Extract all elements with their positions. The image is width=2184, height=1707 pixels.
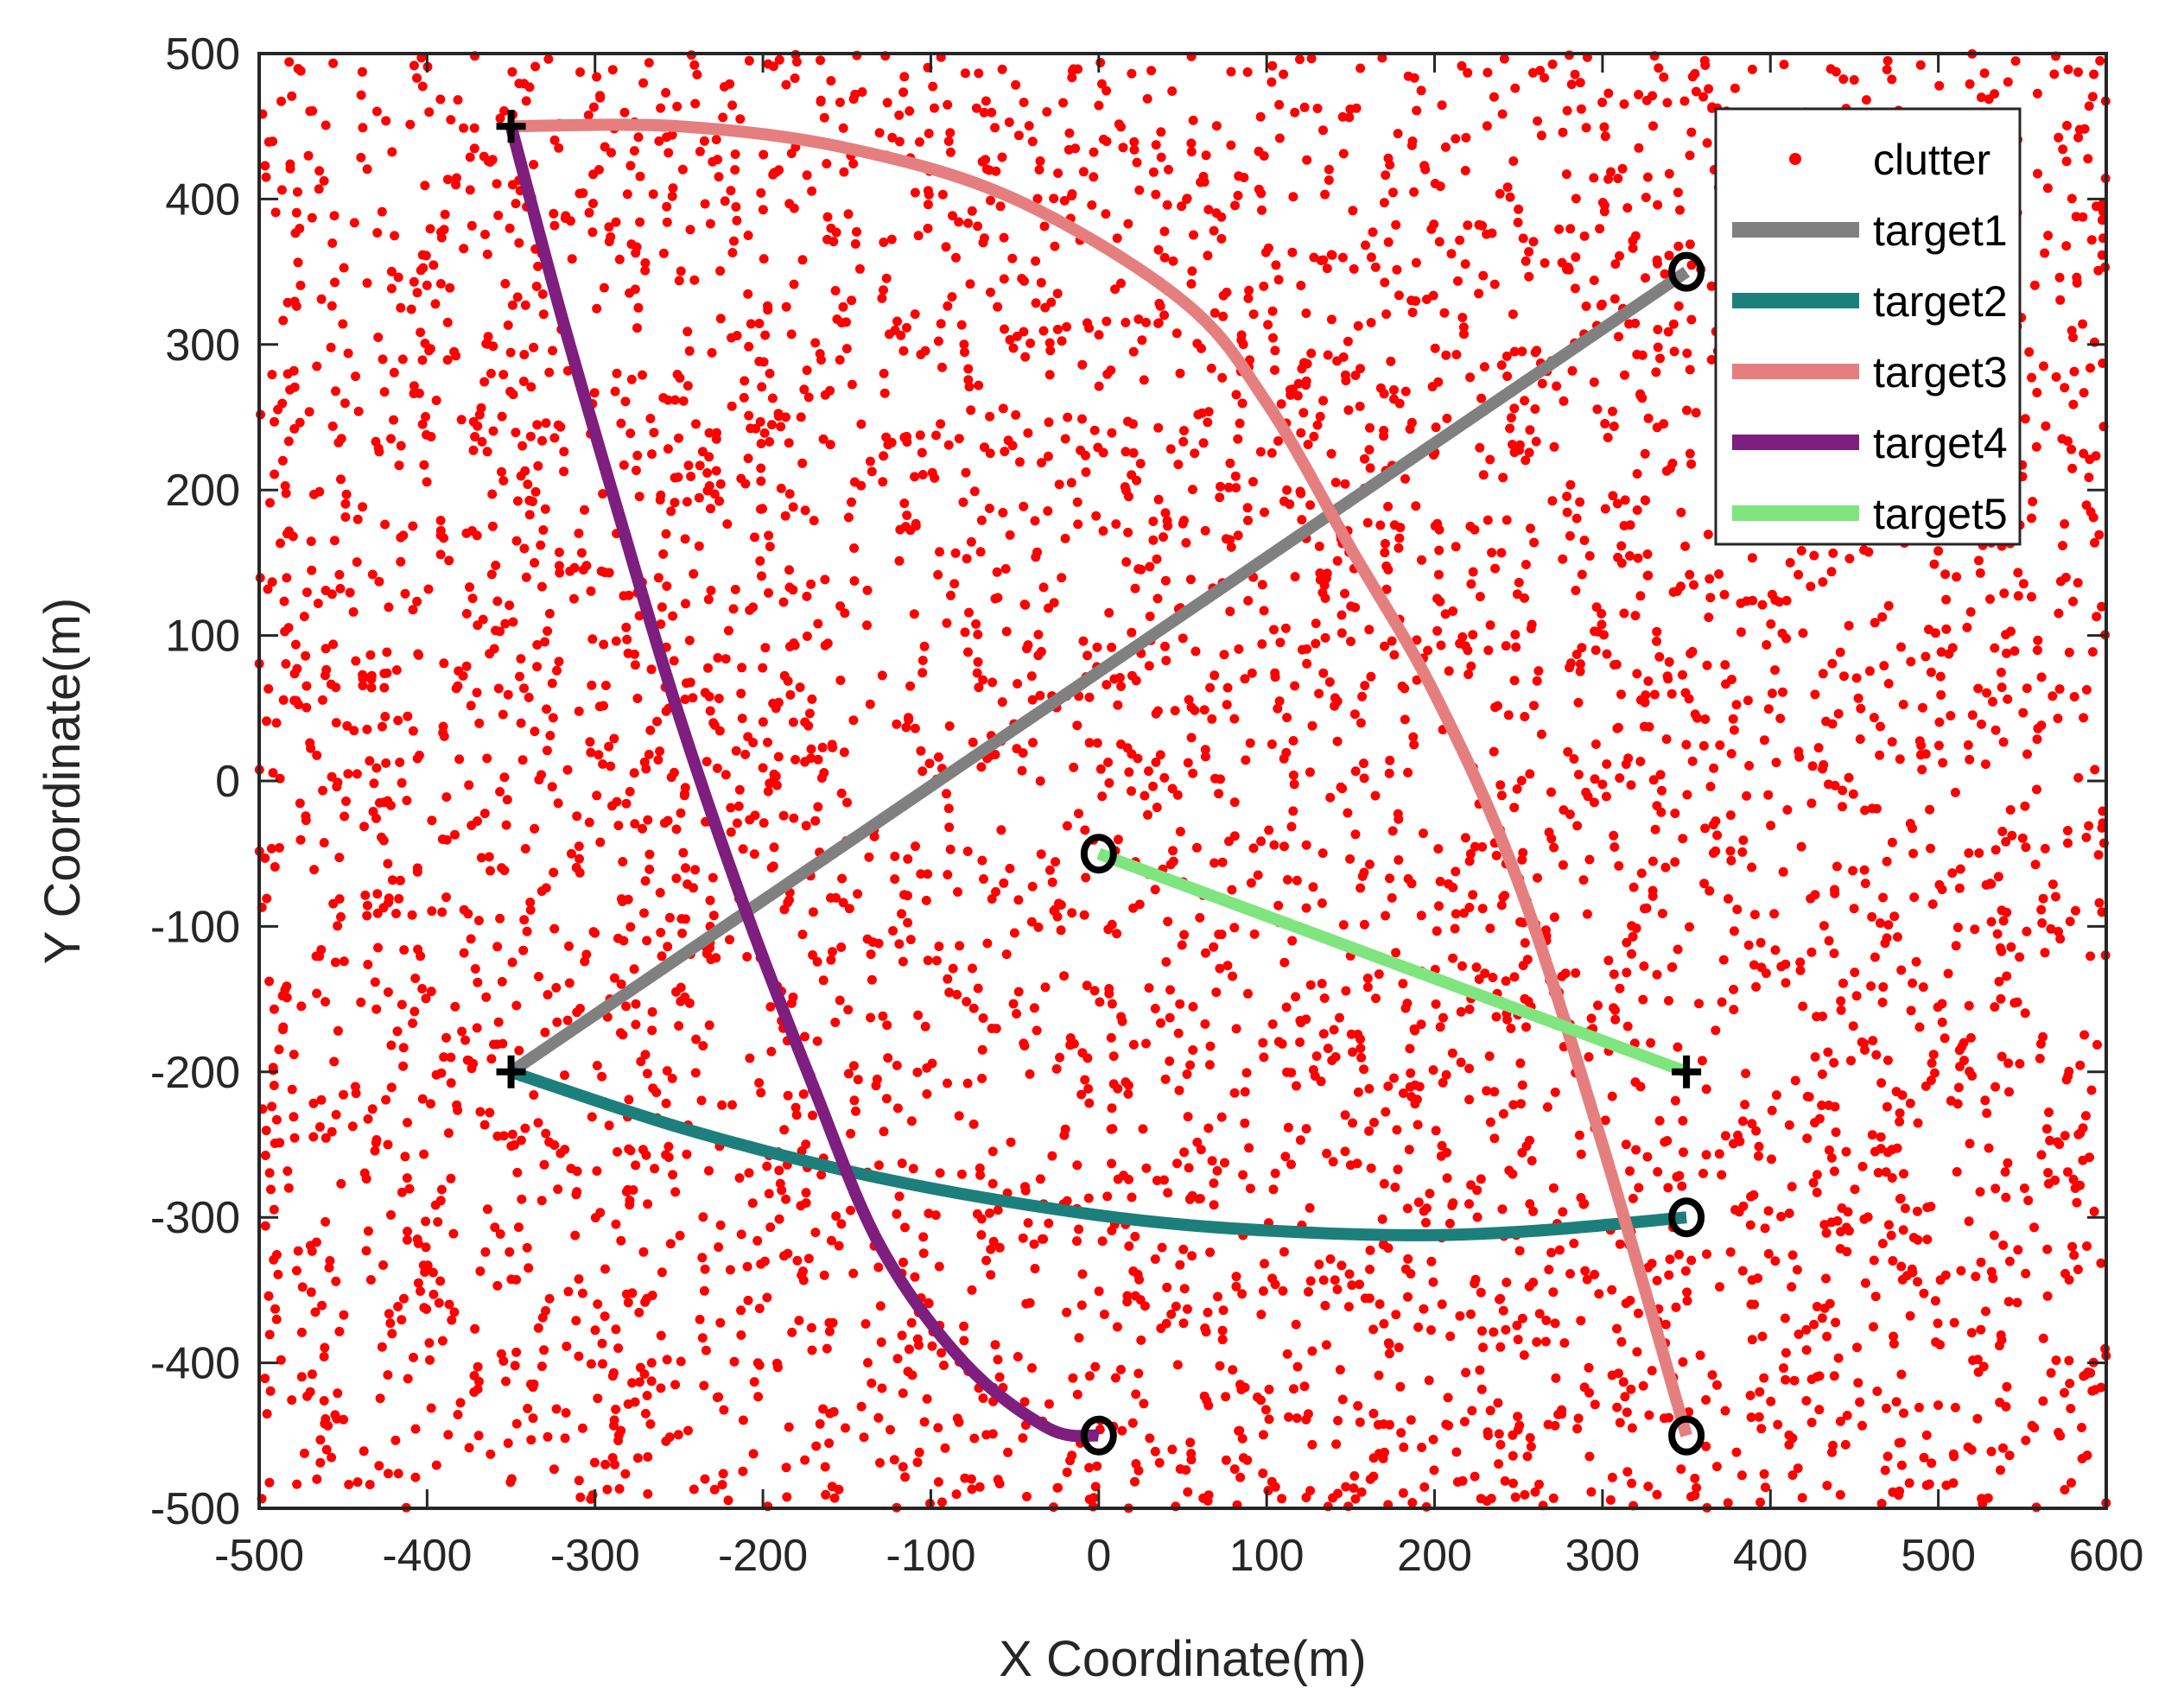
legend: clutter target1 target2 target3 target4 targe… xyxy=(1714,107,2022,546)
x-tick-label: -400 xyxy=(382,1531,472,1581)
x-tick-labels: -500 -400 -300 -200 -100 0 100 200 300 400 500 600 xyxy=(214,1531,2143,1581)
x-tick-label: -500 xyxy=(214,1531,304,1581)
end-circle-marker xyxy=(1668,1197,1705,1238)
clutter-scatter xyxy=(254,48,2111,1513)
y-tick-label: 100 xyxy=(165,612,240,662)
legend-label: clutter xyxy=(1873,136,1990,184)
y-tick-label: -300 xyxy=(150,1193,240,1243)
x-tick-label: 600 xyxy=(2069,1531,2144,1581)
y-tick-labels: -500 -400 -300 -200 -100 0 100 200 300 400 500 xyxy=(150,29,240,1534)
legend-line-icon xyxy=(1732,293,1859,308)
y-tick-label: -100 xyxy=(150,902,240,952)
start-plus-marker xyxy=(496,110,526,143)
y-tick-label: -400 xyxy=(150,1339,240,1389)
y-tick-label: 500 xyxy=(165,29,240,79)
start-plus-marker xyxy=(1672,1055,1702,1088)
legend-box xyxy=(1714,107,2022,546)
target1-trajectory xyxy=(507,266,1691,1077)
x-tick-label: 400 xyxy=(1733,1531,1808,1581)
legend-label: target1 xyxy=(1873,206,2008,255)
target5-trajectory xyxy=(1096,847,1689,1078)
x-tick-label: -300 xyxy=(550,1531,640,1581)
x-tick-label: 0 xyxy=(1086,1531,1111,1581)
legend-line-icon xyxy=(1732,435,1859,450)
legend-dot-icon xyxy=(1789,153,1801,165)
legend-label: target4 xyxy=(1873,419,2008,467)
x-tick-label: -100 xyxy=(886,1531,975,1581)
y-tick-label: 300 xyxy=(165,320,240,371)
x-tick-label: 100 xyxy=(1229,1531,1305,1581)
trajectory-markers xyxy=(496,110,1705,1456)
x-tick-label: -200 xyxy=(718,1531,808,1581)
end-circle-marker xyxy=(1080,1415,1117,1456)
plot-area xyxy=(254,48,2111,1513)
y-tick-label: 200 xyxy=(165,466,240,516)
target3-trajectory xyxy=(511,118,1692,1437)
x-tick-label: 200 xyxy=(1397,1531,1472,1581)
legend-item-target5: target5 xyxy=(1732,490,2008,538)
end-circle-marker xyxy=(1080,834,1117,874)
y-tick-label: 400 xyxy=(165,175,240,225)
legend-item-target3: target3 xyxy=(1732,348,2008,397)
x-axis-label: X Coordinate(m) xyxy=(999,1631,1366,1687)
legend-item-clutter: clutter xyxy=(1789,136,1990,184)
legend-item-target2: target2 xyxy=(1732,277,2008,326)
end-circle-marker xyxy=(1668,1415,1705,1456)
legend-line-icon xyxy=(1732,505,1859,521)
axis-ticks xyxy=(257,52,2108,1510)
legend-label: target3 xyxy=(1873,348,2008,397)
end-circle-marker xyxy=(1668,251,1705,292)
legend-item-target1: target1 xyxy=(1732,206,2008,255)
legend-line-icon xyxy=(1732,222,1859,238)
y-axis-label: Y Coordinate(m) xyxy=(35,598,91,964)
clutter-points xyxy=(254,48,2111,1513)
target2-trajectory xyxy=(509,1066,1687,1241)
legend-item-target4: target4 xyxy=(1732,419,2008,467)
target4-trajectory xyxy=(505,124,1100,1443)
x-tick-label: 500 xyxy=(1901,1531,1976,1581)
x-tick-label: 300 xyxy=(1565,1531,1641,1581)
legend-items: clutter target1 target2 target3 target4 targe… xyxy=(1732,136,2008,538)
y-tick-label: -200 xyxy=(150,1048,240,1098)
legend-line-icon xyxy=(1732,364,1859,379)
start-plus-marker xyxy=(496,1055,526,1088)
trajectory-lines xyxy=(505,118,1692,1443)
legend-label: target2 xyxy=(1873,277,2008,326)
y-tick-label: 0 xyxy=(215,757,240,807)
legend-label: target5 xyxy=(1873,490,2008,538)
y-tick-label: -500 xyxy=(150,1484,240,1534)
